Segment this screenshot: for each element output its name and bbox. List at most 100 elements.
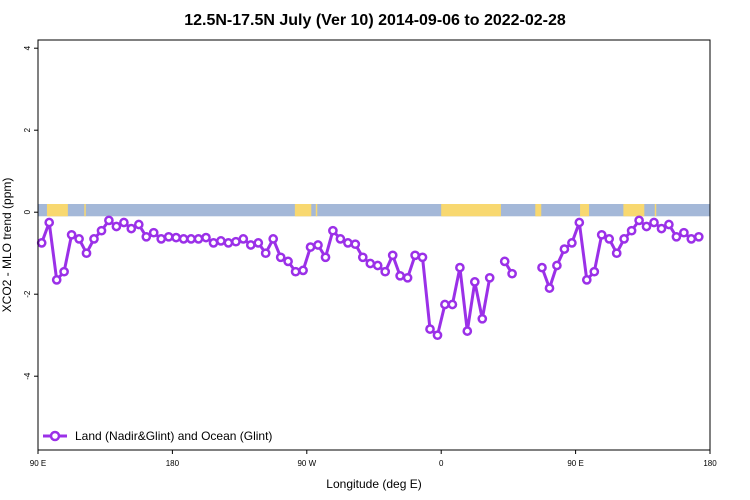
data-point [686,234,697,244]
series-points [36,215,704,341]
land-segment [46,204,68,217]
data-point [350,239,361,250]
data-point [440,299,450,310]
data-point [313,240,323,250]
data-point [119,217,129,228]
data-point [574,217,585,228]
data-point [81,248,92,259]
data-point [89,234,99,244]
data-point [66,229,77,240]
series-line [40,218,492,337]
data-point [357,252,368,263]
y-tick-label: -4 [23,372,32,380]
data-point [410,250,420,261]
data-point [208,238,219,248]
land-segment [580,204,590,217]
data-point [201,232,211,243]
data-point [268,234,279,244]
data-point [372,260,383,271]
data-point [156,234,167,244]
x-tick-label: 180 [703,459,717,468]
y-tick-label: 2 [23,127,32,132]
data-point [320,252,331,263]
data-point [469,277,480,287]
data-point [111,221,122,232]
data-point [141,231,152,242]
data-point [641,221,652,232]
data-point [596,229,607,240]
data-point [656,223,667,234]
ocean-band [38,204,710,217]
data-point [283,256,293,267]
data-point [59,266,69,277]
data-point [193,234,204,244]
data-point [275,252,286,263]
data-point [402,272,413,283]
data-point [477,313,488,324]
data-point [298,265,308,276]
data-point [417,252,428,263]
data-point [537,262,547,273]
y-tick-label: -2 [23,290,32,298]
data-point [104,215,114,226]
data-point [425,324,435,334]
y-axis-label: XCO2 - MLO trend (ppm) [0,178,14,313]
data-point [432,330,443,341]
data-point [611,248,622,259]
land-segment [315,204,318,217]
data-point [634,215,644,226]
data-point [96,225,107,236]
x-tick-label: 0 [439,459,444,468]
land-segment [623,204,645,217]
data-point [604,234,615,244]
data-point [36,238,47,248]
y-tick-label: 0 [23,209,32,214]
data-point [305,242,316,252]
data-point [380,266,391,277]
legend-label: Land (Nadir&Glint) and Ocean (Glint) [75,429,272,443]
y-tick-label: 4 [23,45,32,50]
plot-frame [37,39,711,451]
x-tick-label: 180 [166,459,180,468]
data-point [507,268,517,279]
data-point [581,275,592,285]
data-point [589,266,600,277]
land-segment [441,204,501,217]
x-axis-label: Longitude (deg E) [326,477,421,491]
data-point [44,217,55,228]
data-point [126,223,137,234]
data-point [626,225,637,236]
series-line [540,218,700,290]
data-point [649,217,659,228]
data-point [238,234,249,244]
data-point [328,225,338,236]
data-point [664,219,674,230]
y-axis: 4 2 0 -2 -4 [23,45,38,380]
data-point [395,270,405,281]
data-point [216,236,226,246]
x-axis: 90 E 180 90 W 0 90 E 180 [30,450,717,468]
data-point [245,240,256,250]
data-point [387,250,398,261]
data-point [462,326,473,336]
data-point [74,234,84,244]
data-point [671,231,682,242]
data-point [253,238,264,248]
data-point [51,275,62,285]
data-point [567,238,577,248]
data-point [133,219,144,230]
data-point [290,266,301,277]
data-point [484,272,495,283]
data-point [544,283,555,293]
land-segment [84,204,86,217]
x-tick-label: 90 E [567,459,583,468]
data-point [343,238,353,248]
land-segment [294,204,312,217]
data-point [178,234,189,244]
data-point [148,227,159,238]
data-point [455,262,465,273]
chart-title: 12.5N-17.5N July (Ver 10) 2014-09-06 to … [184,12,566,29]
x-tick-label: 90 E [30,459,46,468]
data-point [447,299,458,310]
